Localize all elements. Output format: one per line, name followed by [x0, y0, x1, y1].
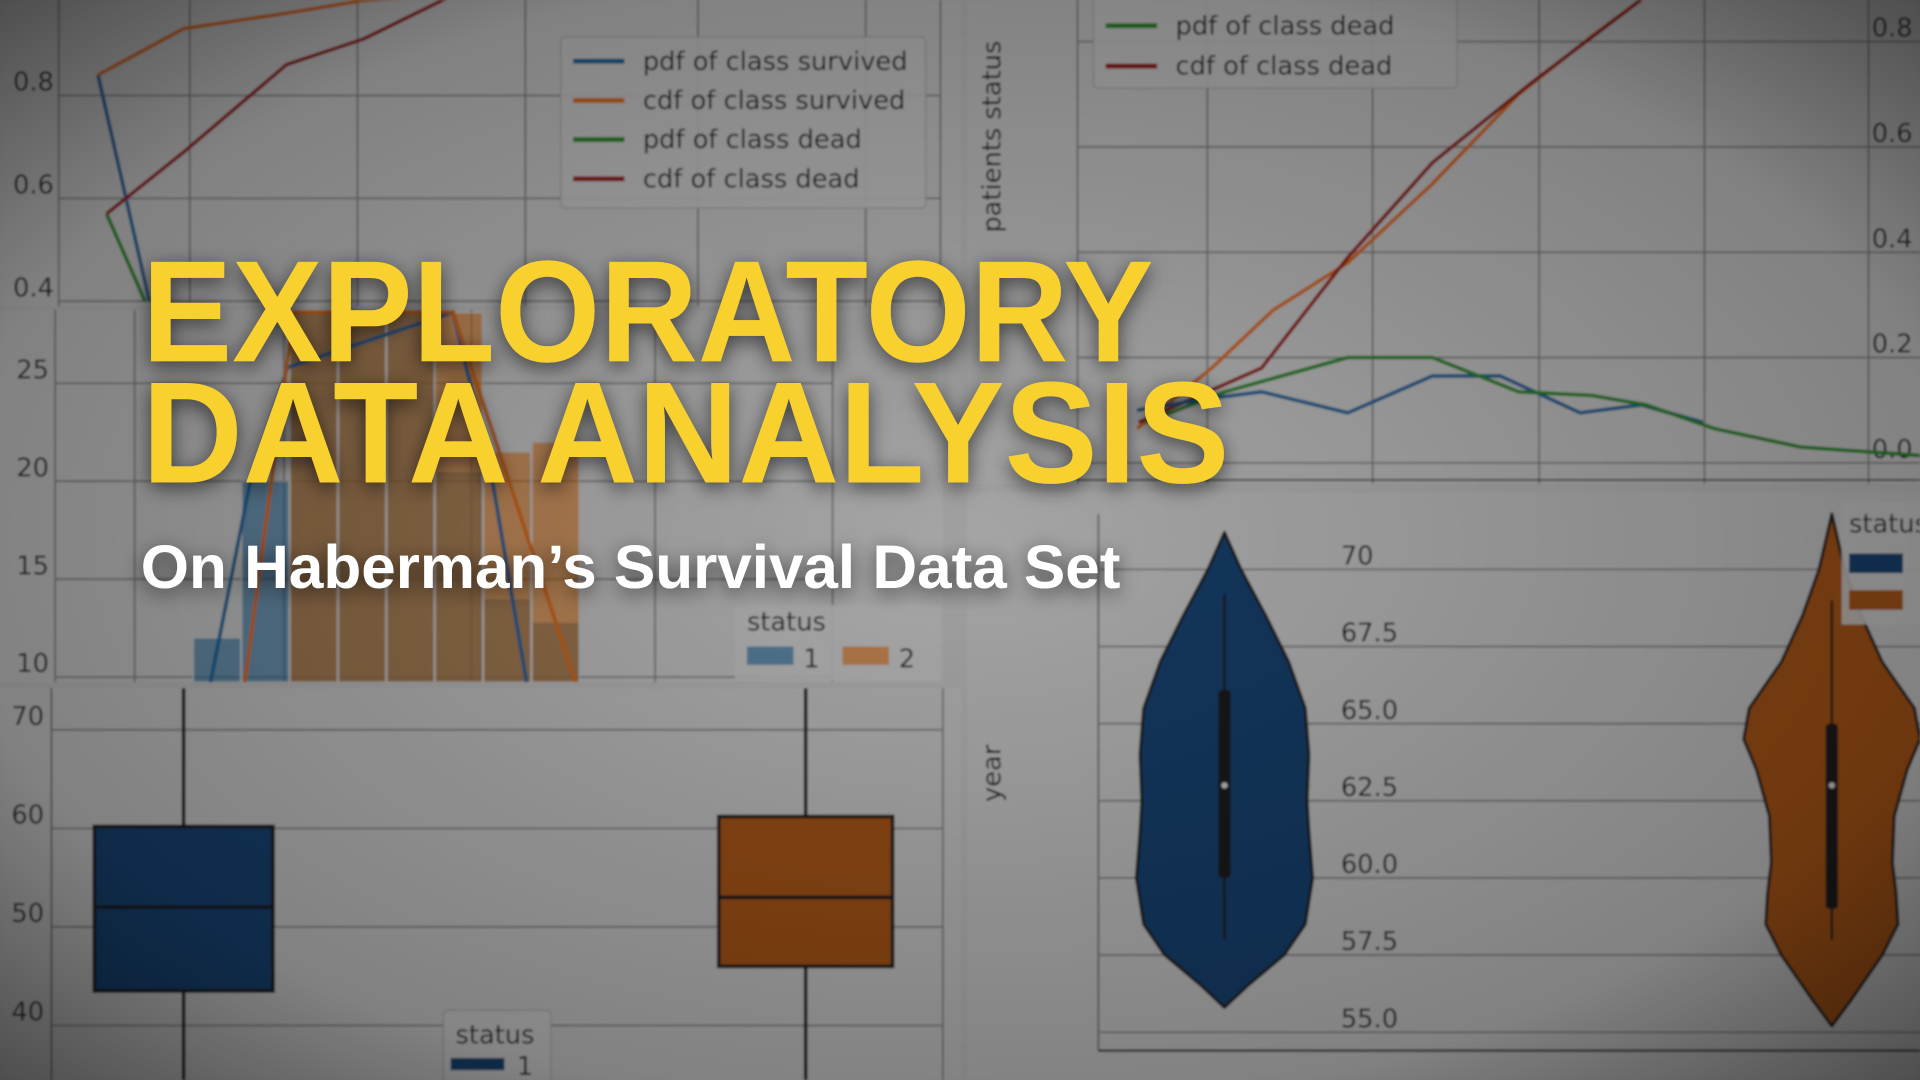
title-line-2: DATA ANALYSIS — [142, 351, 1229, 513]
title-line-1: EXPLORATORY — [142, 230, 1153, 392]
subtitle: On Haberman’s Survival Data Set — [141, 533, 1121, 601]
title-block: EXPLORATORY DATA ANALYSIS On Haberman’s … — [141, 230, 1230, 601]
